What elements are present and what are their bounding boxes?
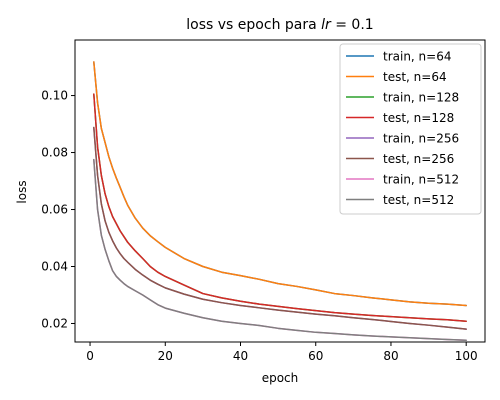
x-tick-label: 20: [158, 349, 173, 363]
series-line-6: [93, 126, 467, 330]
legend-entry: test, n=256: [383, 152, 454, 166]
series-line-4: [93, 93, 467, 322]
y-axis-label: loss: [15, 180, 29, 203]
y-axis: 0.02 0.04 0.06 0.08 0.10: [41, 89, 75, 330]
series-lines: [93, 61, 467, 342]
x-tick-label: 60: [308, 349, 323, 363]
y-tick-label: 0.04: [41, 260, 68, 274]
x-tick-label: 100: [455, 349, 478, 363]
legend-entry: train, n=128: [383, 91, 459, 105]
y-tick-label: 0.08: [41, 146, 68, 160]
legend: train, n=64 test, n=64 train, n=128 test, n…: [339, 43, 482, 215]
legend-entry: train, n=256: [383, 132, 459, 146]
plot-frame: [74, 39, 486, 343]
x-tick-label: 0: [86, 349, 94, 363]
x-axis-label: epoch: [262, 371, 299, 385]
chart-title: loss vs epoch para lr = 0.1: [186, 17, 373, 33]
legend-entry: test, n=128: [383, 111, 454, 125]
y-tick-label: 0.10: [41, 89, 68, 103]
x-tick-label: 80: [383, 349, 398, 363]
legend-entry: test, n=64: [383, 70, 447, 84]
y-tick-label: 0.02: [41, 316, 68, 330]
x-axis: 0 20 40 60 80 100: [86, 342, 478, 363]
legend-entry: train, n=64: [383, 50, 452, 64]
legend-entry: test, n=512: [383, 193, 454, 207]
legend-box: [339, 43, 482, 215]
series-line-2: [93, 61, 467, 307]
legend-entry: train, n=512: [383, 173, 459, 187]
series-line-8: [93, 158, 467, 342]
y-tick-label: 0.06: [41, 203, 68, 217]
x-tick-label: 40: [233, 349, 248, 363]
